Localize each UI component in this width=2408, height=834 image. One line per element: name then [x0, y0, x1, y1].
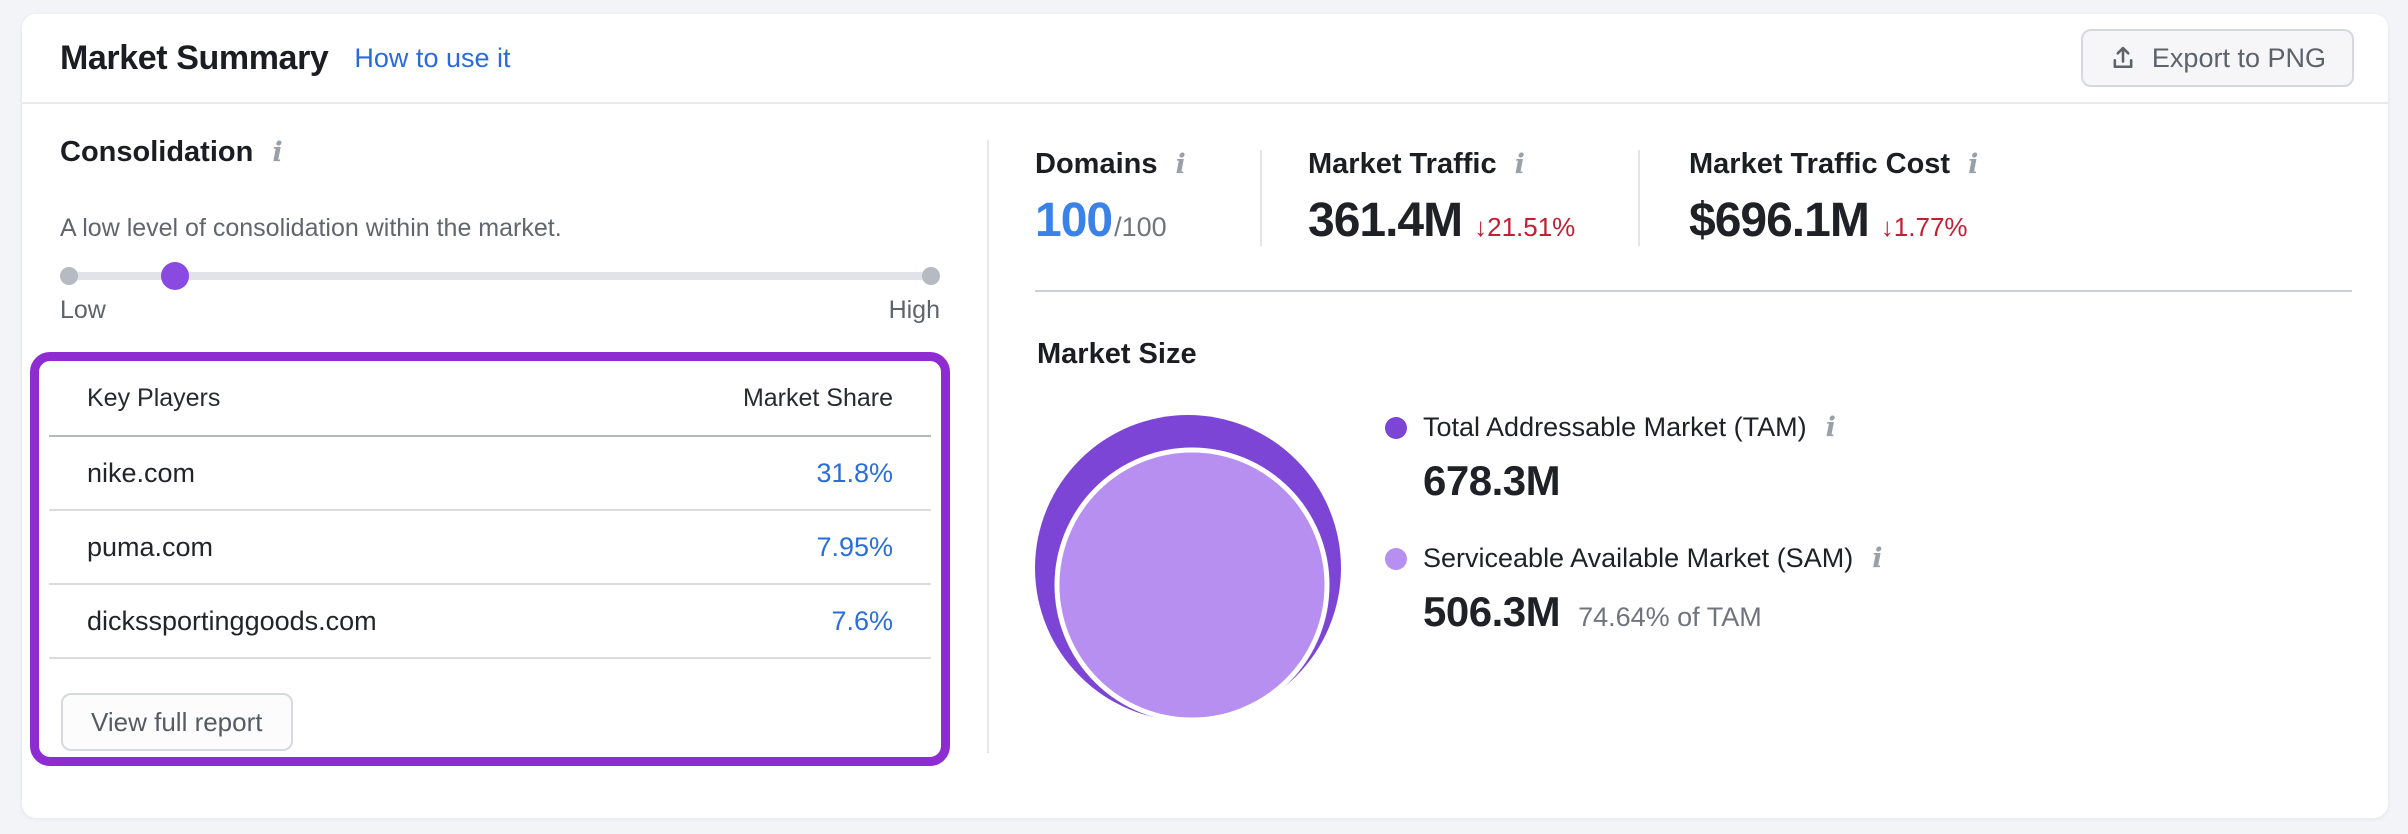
slider-labels: Low High — [60, 296, 940, 325]
tam-legend-item: Total Addressable Market (TAM) i — [1385, 412, 1885, 443]
stat-divider — [1260, 150, 1262, 246]
tam-label: Total Addressable Market (TAM) — [1423, 412, 1807, 442]
slider-handle — [161, 262, 189, 290]
market-share-value[interactable]: 31.8% — [816, 457, 893, 488]
market-size-chart: Total Addressable Market (TAM) i 678.3M … — [1035, 392, 2355, 742]
stat-market-traffic-cost: Market Traffic Cost i $696.1M ↓1.77% — [1640, 148, 2352, 248]
domains-value: 100 — [1035, 194, 1113, 247]
market-traffic-label: Market Traffic — [1308, 148, 1497, 180]
info-icon[interactable]: i — [1872, 543, 1883, 574]
market-share-value[interactable]: 7.6% — [831, 605, 893, 636]
key-players-table: Key Players Market Share nike.com 31.8% … — [49, 361, 931, 751]
stat-divider — [1638, 150, 1640, 246]
market-summary-card: Market Summary How to use it Export to P… — [22, 14, 2388, 818]
column-header-key-players: Key Players — [87, 383, 221, 412]
table-header-row: Key Players Market Share — [49, 361, 931, 437]
market-share-value[interactable]: 7.95% — [816, 531, 893, 562]
stats-divider — [1035, 290, 2352, 292]
consolidation-title: Consolidation — [60, 136, 254, 168]
domain-cell: puma.com — [87, 531, 214, 562]
market-size-legend: Total Addressable Market (TAM) i 678.3M … — [1385, 412, 1885, 636]
slider-min-dot — [60, 267, 78, 285]
sam-legend-item: Serviceable Available Market (SAM) i — [1385, 543, 1885, 574]
stat-domains: Domains i 100 /100 — [1035, 148, 1260, 248]
consolidation-slider — [60, 261, 940, 291]
table-row: dickssportinggoods.com 7.6% — [49, 585, 931, 659]
consolidation-header: Consolidation i — [60, 136, 286, 169]
slider-max-dot — [922, 267, 940, 285]
info-icon[interactable]: i — [272, 137, 283, 168]
page-title: Market Summary — [60, 38, 329, 77]
market-stats-panel: Domains i 100 /100 Market Traffic i 361.… — [989, 104, 2388, 816]
export-button-label: Export to PNG — [2151, 42, 2326, 73]
tam-value: 678.3M — [1423, 457, 1561, 504]
info-icon[interactable]: i — [1968, 149, 1979, 180]
table-row: puma.com 7.95% — [49, 511, 931, 585]
column-header-market-share: Market Share — [742, 383, 893, 412]
sam-dot-icon — [1385, 547, 1407, 570]
consolidation-description: A low level of consolidation within the … — [60, 214, 562, 242]
tam-dot-icon — [1385, 416, 1407, 439]
stat-market-traffic: Market Traffic i 361.4M ↓21.51% — [1262, 148, 1638, 248]
market-size-title: Market Size — [1037, 338, 1197, 370]
info-icon[interactable]: i — [1514, 149, 1525, 180]
tam-sam-circles — [1035, 415, 1341, 723]
how-to-use-link[interactable]: How to use it — [354, 42, 511, 73]
view-full-report-button[interactable]: View full report — [61, 693, 293, 751]
table-row: nike.com 31.8% — [49, 437, 931, 511]
market-traffic-cost-label: Market Traffic Cost — [1689, 148, 1951, 180]
market-traffic-cost-change: ↓1.77% — [1880, 212, 1968, 242]
market-traffic-cost-value: $696.1M — [1689, 194, 1870, 247]
consolidation-panel: Consolidation i A low level of consolida… — [22, 104, 987, 816]
domain-cell: nike.com — [87, 457, 196, 488]
sam-percent-of-tam: 74.64% of TAM — [1578, 602, 1762, 632]
slider-track — [62, 272, 938, 280]
header-divider — [22, 102, 2388, 104]
card-header: Market Summary How to use it Export to P… — [22, 14, 2388, 102]
info-icon[interactable]: i — [1825, 412, 1836, 443]
sam-label: Serviceable Available Market (SAM) — [1423, 543, 1854, 573]
domains-total: /100 — [1114, 212, 1167, 242]
sam-circle — [1054, 447, 1330, 723]
market-traffic-value: 361.4M — [1308, 194, 1463, 247]
slider-low-label: Low — [60, 296, 106, 324]
annotation-highlight-box: Key Players Market Share nike.com 31.8% … — [30, 352, 950, 766]
table-footer: View full report — [49, 693, 931, 751]
export-icon — [2109, 44, 2137, 72]
slider-high-label: High — [888, 296, 940, 324]
domains-label: Domains — [1035, 148, 1158, 180]
panel-divider — [987, 140, 989, 753]
info-icon[interactable]: i — [1175, 149, 1186, 180]
sam-value: 506.3M — [1423, 588, 1561, 635]
domain-cell: dickssportinggoods.com — [87, 605, 377, 636]
market-traffic-change: ↓21.51% — [1474, 212, 1576, 242]
export-to-png-button[interactable]: Export to PNG — [2080, 29, 2354, 87]
stats-row: Domains i 100 /100 Market Traffic i 361.… — [1035, 148, 2352, 248]
